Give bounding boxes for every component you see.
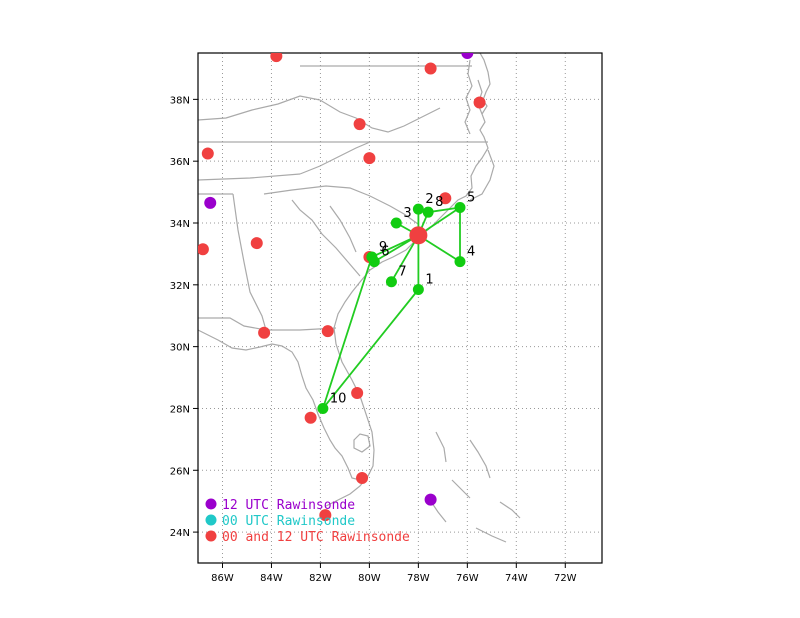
storm-center <box>409 226 428 245</box>
rawinsonde-00-12utc-marker <box>439 192 452 205</box>
dropsonde-marker <box>412 203 424 215</box>
georgia-south-carolina-border <box>291 199 361 277</box>
legend-swatch <box>205 530 217 542</box>
rawinsonde-00-12utc-marker <box>424 62 437 75</box>
sc-inland-rivers <box>329 205 357 253</box>
rawinsonde-00-12utc-marker <box>353 118 366 131</box>
chesapeake-bay <box>464 59 473 135</box>
rawinsonde-00-12utc-marker <box>304 411 317 424</box>
rawinsonde-00-12utc-marker <box>198 243 209 256</box>
dropsonde-marker <box>454 256 466 268</box>
x-tick-label: 76W <box>456 573 479 584</box>
rawinsonde-00-12utc-marker <box>473 96 486 109</box>
rawinsonde-12utc-marker <box>461 53 474 59</box>
dropsonde-label: 4 <box>467 245 475 260</box>
rawinsonde-00-12utc-marker <box>201 147 214 160</box>
dropsonde-marker <box>317 402 329 414</box>
dropsonde-label: 5 <box>467 191 475 206</box>
dropsonde-label: 10 <box>330 391 347 406</box>
west-virginia-border <box>319 99 441 133</box>
dropsonde-marker <box>385 276 397 288</box>
ohio-river <box>198 95 321 121</box>
dropsonde-label: 1 <box>425 272 433 287</box>
dropsonde-marker <box>390 217 402 229</box>
dropsonde-marker <box>366 251 378 263</box>
rawinsonde-00-12utc-marker <box>270 53 283 63</box>
flight-track-line <box>321 206 461 410</box>
rawinsonde-00-12utc-marker <box>321 325 334 338</box>
alabama-florida-border <box>198 317 267 331</box>
y-axis-ticks: 24N 26N 28N 30N 32N 34N 36N 38N <box>170 95 198 539</box>
y-tick-label: 34N <box>170 219 190 230</box>
x-tick-label: 82W <box>309 573 332 584</box>
atlantic-coastline <box>198 53 491 481</box>
gridlines <box>198 53 602 563</box>
storm-center-marker <box>409 226 428 245</box>
y-tick-label: 28N <box>170 404 190 415</box>
bahamas-islands <box>429 431 521 543</box>
outer-banks <box>469 149 495 201</box>
lake-okeechobee <box>353 433 371 453</box>
dropsonde-label: 9 <box>379 240 387 255</box>
plot-frame <box>197 52 603 564</box>
y-tick-label: 30N <box>170 343 190 354</box>
rawinsonde-00-12utc-marker <box>351 387 364 399</box>
north-carolina-south-carolina-border <box>263 185 419 225</box>
dropsonde-label: 3 <box>403 206 411 221</box>
rawinsonde-00-12utc-marker <box>356 472 369 484</box>
rawinsonde-12utc-marker <box>204 196 217 209</box>
flight-track <box>321 206 461 410</box>
y-tick-label: 38N <box>170 95 190 106</box>
rawinsonde-12utc-marker <box>424 493 437 506</box>
x-tick-label: 78W <box>407 573 430 584</box>
x-tick-label: 72W <box>554 573 577 584</box>
dropsonde-marker <box>412 283 424 295</box>
rawinsonde-00-12utc-marker <box>319 509 332 522</box>
rawinsonde-00-12utc-marker <box>258 326 271 339</box>
x-tick-label: 74W <box>505 573 528 584</box>
dropsonde-label: 8 <box>435 195 443 210</box>
rawinsonde-sites <box>198 53 486 522</box>
y-tick-label: 32N <box>170 281 190 292</box>
dropsonde-label: 7 <box>398 265 406 280</box>
rawinsonde-00-12utc-marker <box>363 152 376 165</box>
legend-swatch <box>205 498 217 510</box>
tennessee-north-carolina-border <box>299 141 371 175</box>
dropsonde-label: 6 <box>381 245 389 260</box>
x-tick-label: 80W <box>358 573 381 584</box>
alabama-georgia-border <box>232 193 267 331</box>
x-tick-label: 86W <box>211 573 234 584</box>
dropsonde-label: 2 <box>425 192 433 207</box>
legend-label: 00 and 12 UTC Rawinsonde <box>222 530 410 545</box>
legend-label: 12 UTC Rawinsonde <box>222 498 355 513</box>
legend-label: 00 UTC Rawinsonde <box>222 514 355 529</box>
dropsonde-marker <box>422 206 434 218</box>
x-axis-ticks: 86W 84W 82W 80W 78W 76W 74W 72W <box>211 563 577 584</box>
legend-swatch <box>205 514 217 526</box>
y-tick-label: 36N <box>170 157 190 168</box>
y-tick-label: 24N <box>170 528 190 539</box>
dropsonde-marker <box>454 202 466 214</box>
kentucky-tennessee-border <box>198 173 301 181</box>
rawinsonde-00-12utc-marker <box>250 237 263 250</box>
x-tick-label: 84W <box>260 573 283 584</box>
y-tick-label: 26N <box>170 466 190 477</box>
